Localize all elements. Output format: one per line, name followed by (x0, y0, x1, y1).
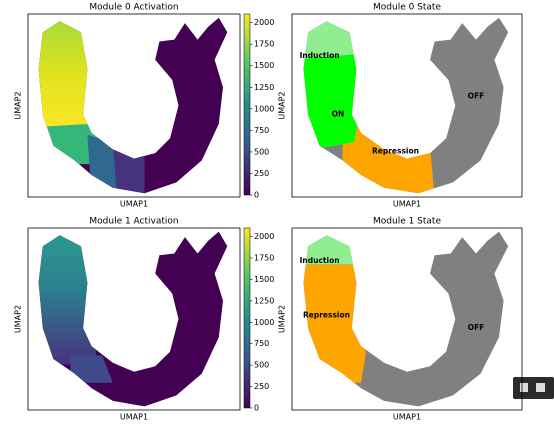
axes-frame (27, 227, 241, 411)
colorbar-tick-label: 0 (254, 404, 259, 413)
colorbar-tick-label: 750 (254, 126, 269, 135)
cell-cloud (38, 231, 228, 407)
cell-cloud (38, 17, 228, 194)
cloud-region (342, 68, 435, 194)
y-axis-label: UMAP2 (278, 305, 287, 333)
state-label: Induction (300, 51, 340, 60)
cloud-region (70, 355, 113, 383)
cloud-region (303, 54, 361, 154)
colorbar-tick-label: 1500 (254, 61, 274, 70)
x-axis-label: UMAP1 (393, 200, 421, 209)
colorbar-tick-label: 1750 (254, 40, 274, 49)
y-axis-label: UMAP2 (14, 91, 23, 119)
colorbar-tick-label: 750 (254, 339, 269, 348)
colorbar-tick-label: 500 (254, 361, 269, 370)
colorbar (243, 13, 251, 196)
colorbar-tick-label: 1000 (254, 318, 274, 327)
colorbar-tick-label: 1500 (254, 275, 274, 284)
axes-frame (291, 13, 523, 198)
colorbar-tick-label: 1750 (254, 254, 274, 263)
colorbar (243, 227, 251, 409)
axes-frame (291, 227, 523, 411)
colorbar-tick-label: 500 (254, 147, 269, 156)
colorbar-tick-label: 2000 (254, 232, 274, 241)
cloud-region (112, 142, 145, 194)
cell-cloud (303, 17, 509, 194)
y-axis-label: UMAP2 (14, 305, 23, 333)
state-label: ON (332, 110, 345, 119)
panel-title: Module 0 Activation (89, 3, 178, 13)
toolbar-button[interactable] (536, 383, 545, 392)
x-axis-label: UMAP1 (120, 413, 148, 422)
y-axis-label: UMAP2 (278, 91, 287, 119)
panel-title: Module 1 Activation (89, 217, 178, 227)
colorbar-tick-label: 1250 (254, 83, 274, 92)
state-label: Repression (303, 310, 350, 319)
state-label: OFF (468, 91, 485, 100)
state-label: Induction (300, 256, 340, 265)
colorbar-tick-label: 1000 (254, 104, 274, 113)
x-axis-label: UMAP1 (120, 200, 148, 209)
panel-title: Module 0 State (373, 3, 441, 13)
state-label: Repression (372, 146, 419, 155)
cloud-region (38, 17, 96, 135)
toolbar-button[interactable] (520, 383, 528, 392)
colorbar-tick-label: 0 (254, 191, 259, 200)
cloud-region (38, 231, 96, 365)
panel-title: Module 1 State (373, 217, 441, 227)
colorbar-tick-label: 250 (254, 382, 269, 391)
axes-frame (27, 13, 241, 198)
cloud-region (303, 264, 366, 383)
state-label: OFF (468, 323, 485, 332)
colorbar-tick-label: 1250 (254, 296, 274, 305)
colorbar-tick-label: 2000 (254, 18, 274, 27)
colorbar-tick-label: 250 (254, 169, 269, 178)
x-axis-label: UMAP1 (393, 413, 421, 422)
toolbar (513, 377, 554, 399)
